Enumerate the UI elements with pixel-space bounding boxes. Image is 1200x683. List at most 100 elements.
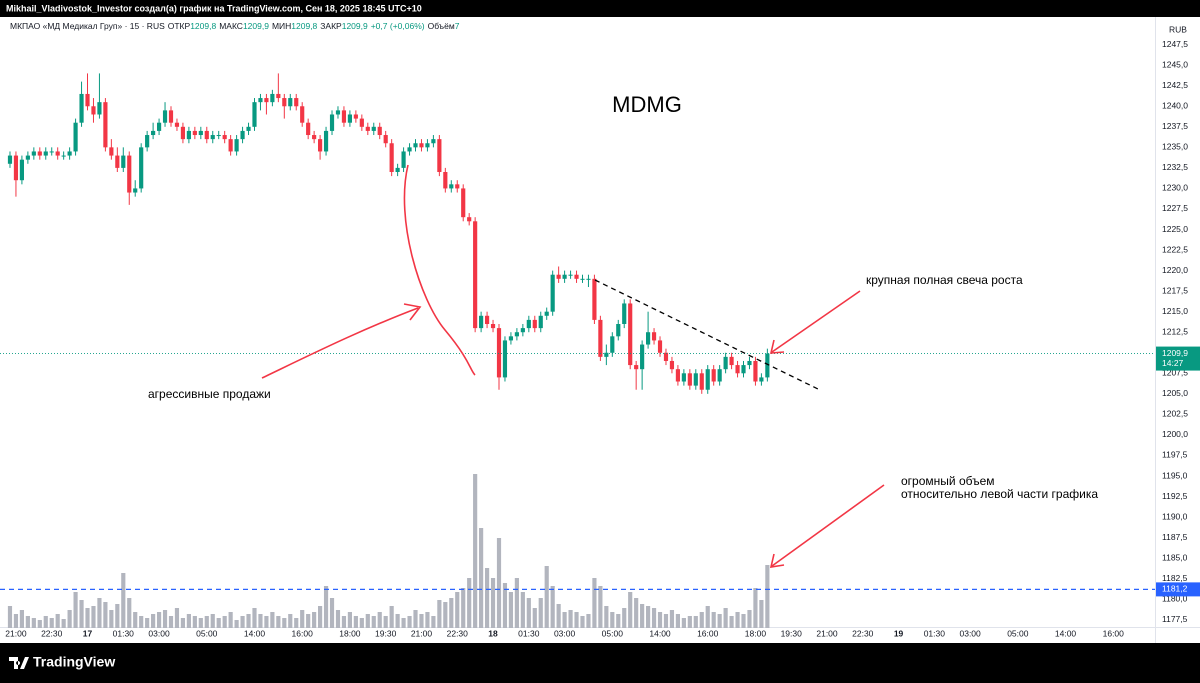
x-tick-label: 18:00 <box>339 628 361 638</box>
volume-bar <box>115 604 120 628</box>
candle-body <box>443 172 448 189</box>
volume-bar <box>13 614 19 628</box>
candle-body <box>246 126 251 131</box>
volume-bar <box>693 616 698 628</box>
candle-body <box>341 110 347 123</box>
y-tick-label: 1185,0 <box>1162 552 1188 562</box>
volume-bar <box>413 610 418 628</box>
candle-body <box>174 122 180 127</box>
volume-bar <box>711 612 716 628</box>
x-tick-label: 01:30 <box>113 628 135 638</box>
x-tick-label: 03:00 <box>959 628 981 638</box>
candle-body <box>121 155 126 168</box>
y-tick-label: 1192,5 <box>1162 491 1188 501</box>
candle-body <box>25 155 30 160</box>
candle-body <box>145 135 150 148</box>
volume-annotation: огромный объем <box>901 474 995 488</box>
x-tick-label: 19:30 <box>781 628 803 638</box>
volume-bar <box>675 614 680 628</box>
x-tick-label: 01:30 <box>518 628 540 638</box>
volume-bar <box>210 614 215 628</box>
volume-bar <box>25 616 30 628</box>
y-tick-label: 1212,5 <box>1162 326 1188 336</box>
x-tick-label: 14:00 <box>649 628 671 638</box>
y-tick-label: 1190,0 <box>1162 511 1188 521</box>
volume-bar <box>449 598 454 628</box>
candle-body <box>544 311 549 316</box>
low-label: МИН <box>271 21 292 31</box>
volume-bar <box>467 578 472 628</box>
candle-body <box>91 106 96 115</box>
candle-body <box>473 221 478 329</box>
candle-body <box>240 130 245 140</box>
candle-body <box>55 151 60 156</box>
volume-bar <box>103 602 108 628</box>
volume-bar <box>270 612 275 628</box>
candle-body <box>73 122 78 152</box>
volume-bar <box>598 586 603 628</box>
candle-body <box>592 278 597 320</box>
candle-body <box>735 365 740 374</box>
candle-body <box>270 93 275 103</box>
candle-body <box>747 360 752 366</box>
candle-body <box>467 217 472 222</box>
volume-bar <box>484 568 490 628</box>
candle-body <box>204 130 209 140</box>
volume-bar <box>651 608 657 628</box>
volume-bar <box>479 528 484 628</box>
volume-bar <box>717 614 722 628</box>
candle-body <box>628 303 633 366</box>
x-tick-label: 03:00 <box>148 628 170 638</box>
arrow-curve <box>403 164 476 376</box>
volume-bar <box>574 612 579 628</box>
candle-body <box>705 369 710 390</box>
candle-body <box>222 135 227 140</box>
x-tick-label: 05:00 <box>1007 628 1029 638</box>
volume-bar <box>323 586 329 628</box>
candle-body <box>353 114 358 119</box>
candle-body <box>359 118 364 127</box>
candle-body <box>228 139 233 152</box>
candle-body <box>318 139 323 152</box>
candle-body <box>663 352 669 361</box>
candle-body <box>377 126 382 136</box>
candle-body <box>156 122 162 131</box>
volume-bar <box>473 474 478 628</box>
candle-body <box>586 278 591 280</box>
volume-bar <box>276 616 281 628</box>
high-value: 1209,9 <box>242 21 269 31</box>
volume-bar <box>705 606 710 628</box>
selling-annotation: агрессивные продажи <box>148 387 271 401</box>
y-tick-label: 1195,0 <box>1162 470 1188 480</box>
volume-bar <box>377 612 382 628</box>
volume-bar <box>91 606 96 628</box>
candle-body <box>407 147 412 152</box>
candle-body <box>216 135 221 137</box>
volume-bar <box>604 606 609 628</box>
volume-bar <box>371 616 376 628</box>
header-bar <box>0 0 1200 17</box>
volume-bar <box>216 618 221 628</box>
volume-bar <box>55 614 60 628</box>
header-text: Mikhail_Vladivostok_Investor создал(а) г… <box>6 3 422 13</box>
price-label-box <box>1156 582 1200 597</box>
candle-body <box>97 102 102 115</box>
x-tick-label: 05:00 <box>602 628 624 638</box>
candle-body <box>604 352 609 357</box>
volume-bar <box>288 614 293 628</box>
volume-bar <box>532 608 537 628</box>
volume-bar <box>640 604 645 628</box>
candle-body <box>729 356 734 366</box>
candle-body <box>753 360 758 382</box>
volume-bar <box>580 616 585 628</box>
arrow-head <box>769 553 785 568</box>
candle-body <box>288 98 293 107</box>
volume-bar <box>133 612 138 628</box>
candle-body <box>723 356 728 370</box>
candle-body <box>502 340 508 378</box>
volume-bar <box>663 614 669 628</box>
volume-bar <box>681 618 686 628</box>
volume-bar <box>437 600 442 628</box>
candle-body <box>31 151 36 156</box>
x-tick-label: 14:00 <box>244 628 266 638</box>
